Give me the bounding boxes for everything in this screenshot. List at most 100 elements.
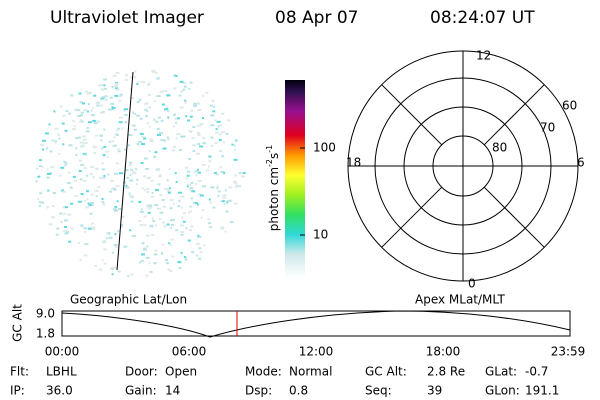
pixel xyxy=(155,120,159,123)
pixel xyxy=(179,231,184,233)
pixel xyxy=(84,199,87,202)
pixel xyxy=(125,186,130,189)
pixel xyxy=(58,174,62,177)
pixel xyxy=(199,145,204,148)
pixel xyxy=(135,168,138,171)
pixel xyxy=(105,237,108,240)
pixel xyxy=(173,145,176,148)
pixel xyxy=(146,245,149,248)
pixel xyxy=(113,84,118,87)
pixel xyxy=(98,84,102,87)
pixel xyxy=(151,217,154,220)
pixel xyxy=(51,205,55,207)
colorbar-unit: photon cm-2s-1 xyxy=(265,145,281,232)
pixel xyxy=(196,254,199,257)
info-value: 191.1 xyxy=(525,384,559,398)
info-label: Mode: xyxy=(245,365,282,379)
pixel xyxy=(128,144,130,147)
pixel xyxy=(199,123,204,125)
pixel xyxy=(222,196,226,199)
pixel xyxy=(92,228,96,231)
pixel xyxy=(213,105,216,108)
pixel xyxy=(154,204,159,206)
pixel xyxy=(114,245,118,248)
pixel xyxy=(143,223,147,226)
pixel xyxy=(164,187,168,190)
pixel xyxy=(107,173,110,176)
pixel xyxy=(87,121,92,124)
pixel xyxy=(168,242,171,245)
pixel xyxy=(208,198,211,201)
pixel xyxy=(129,179,134,182)
pixel xyxy=(40,143,45,146)
pixel xyxy=(191,144,196,147)
pixel xyxy=(179,80,184,83)
pixel xyxy=(80,193,84,195)
pixel xyxy=(81,120,84,123)
pixel xyxy=(168,187,171,190)
pixel xyxy=(59,105,63,108)
pixel xyxy=(91,204,94,206)
pixel xyxy=(100,111,104,114)
pixel xyxy=(159,132,163,135)
pixel xyxy=(113,243,118,246)
pixel xyxy=(154,71,158,74)
pixel xyxy=(75,147,78,150)
pixel xyxy=(162,243,165,246)
pixel xyxy=(106,232,110,235)
pixel xyxy=(201,163,206,166)
pixel xyxy=(166,136,169,139)
pixel xyxy=(218,139,222,141)
pixel xyxy=(102,240,106,242)
pixel xyxy=(96,104,100,107)
pixel xyxy=(217,194,220,197)
pixel xyxy=(101,201,105,204)
pixel xyxy=(153,253,158,256)
pixel xyxy=(64,230,68,232)
pixel xyxy=(140,260,144,262)
pixel xyxy=(156,207,161,210)
pixel xyxy=(179,224,184,227)
pixel xyxy=(219,133,222,136)
pixel xyxy=(192,150,196,152)
pixel xyxy=(97,186,101,189)
pixel xyxy=(70,227,74,230)
pixel xyxy=(117,230,120,233)
pixel xyxy=(234,182,238,185)
pixel xyxy=(222,194,227,197)
pixel xyxy=(178,94,182,97)
pixel xyxy=(115,134,119,136)
pixel xyxy=(189,115,193,118)
pixel xyxy=(58,137,61,140)
pixel xyxy=(88,204,92,207)
pixel xyxy=(175,180,178,183)
pixel xyxy=(116,129,119,132)
pixel xyxy=(147,211,151,214)
pixel xyxy=(163,89,168,92)
pixel xyxy=(153,100,156,103)
pixel xyxy=(91,114,96,117)
pixel xyxy=(216,187,219,189)
pixel xyxy=(108,236,113,239)
pixel xyxy=(90,202,94,204)
pixel xyxy=(72,175,76,178)
pixel xyxy=(101,198,104,200)
pixel xyxy=(194,182,197,185)
pixel xyxy=(172,114,175,117)
pixel xyxy=(187,183,192,186)
pixel xyxy=(191,251,195,254)
pixel xyxy=(64,162,68,165)
pixel xyxy=(94,190,99,192)
pixel xyxy=(112,144,116,147)
pixel xyxy=(116,200,119,203)
pixel xyxy=(227,119,231,122)
pixel xyxy=(178,200,181,202)
pixel xyxy=(87,227,92,230)
pixel xyxy=(198,102,200,105)
pixel xyxy=(129,229,132,232)
pixel xyxy=(237,184,241,187)
pixel xyxy=(111,140,115,143)
pixel xyxy=(190,197,193,200)
pixel xyxy=(114,94,119,97)
pixel xyxy=(62,230,65,233)
